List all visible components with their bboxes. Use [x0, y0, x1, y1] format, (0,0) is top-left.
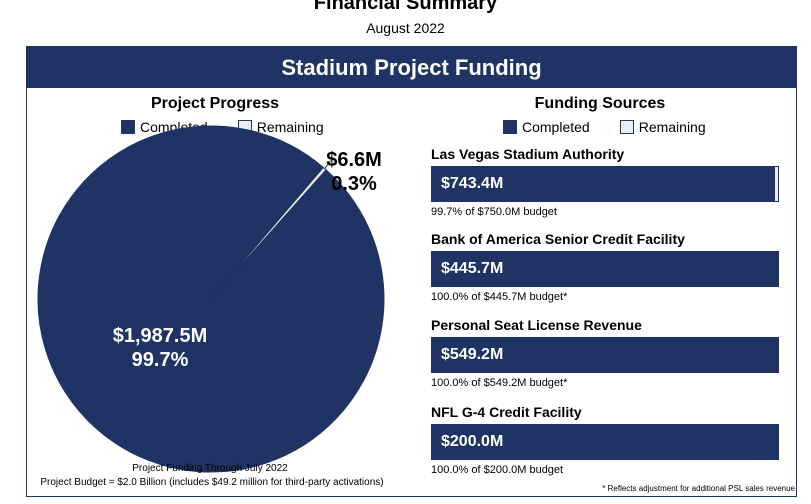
funding-bar-value: $549.2M — [441, 346, 504, 363]
funding-bar-track: $743.4M — [431, 166, 779, 202]
pie-caption: Project Funding Through July 2022 — [132, 463, 288, 474]
pie-chart-title: Project Progress — [150, 95, 280, 112]
legend-remaining-label: Remaining — [256, 119, 324, 135]
remaining-slice-label: $6.6M 0.3% — [300, 148, 408, 196]
funding-bar-value: $743.4M — [441, 175, 504, 192]
legend-completed-swatch — [121, 120, 135, 134]
funding-budget-note: 100.0% of $445.7M budget* — [431, 291, 568, 303]
remaining-slice-percent: 0.3% — [331, 173, 377, 195]
funding-budget-note: 100.0% of $200.0M budget — [431, 464, 564, 476]
pie-footnote: Project Budget = $2.0 Billion (includes … — [40, 477, 384, 488]
funding-bar-track: $549.2M — [431, 337, 779, 373]
funding-bar-track: $200.0M — [431, 424, 779, 460]
funding-bar-value: $200.0M — [441, 433, 504, 450]
bar-legend-completed-label: Completed — [522, 119, 590, 135]
pie-slice-remaining — [210, 166, 327, 300]
remaining-slice-value: $6.6M — [326, 149, 382, 171]
remaining-slice-leader-line — [324, 160, 332, 169]
bar-legend: Completed Remaining — [503, 119, 706, 135]
completed-slice-percent: 99.7% — [131, 349, 189, 371]
completed-slice-label: $1,987.5M 99.7% — [90, 324, 230, 372]
funding-bar-track: $445.7M — [431, 251, 779, 287]
funding-bar-completed — [432, 252, 778, 286]
report-title: Financial Summary — [313, 0, 498, 14]
funding-bar-completed — [432, 425, 778, 459]
funding-source-name: Las Vegas Stadium Authority — [431, 146, 625, 162]
funding-budget-note: 100.0% of $549.2M budget* — [431, 377, 568, 389]
bar-legend-remaining-label: Remaining — [638, 119, 706, 135]
funding-bar-value: $445.7M — [441, 260, 504, 277]
report-date: August 2022 — [366, 20, 445, 36]
pie-legend: Completed Remaining — [121, 119, 324, 135]
funding-source-name: Personal Seat License Revenue — [431, 317, 642, 333]
panel-banner: Stadium Project Funding — [26, 46, 797, 88]
funding-bar-completed — [432, 338, 778, 372]
psl-footnote: * Reflects adjustment for additional PSL… — [602, 484, 795, 493]
completed-slice-value: $1,987.5M — [112, 325, 208, 347]
funding-source-name: NFL G-4 Credit Facility — [431, 404, 582, 420]
funding-bar-completed — [432, 167, 775, 201]
bar-legend-completed-swatch — [503, 120, 517, 134]
funding-source-name: Bank of America Senior Credit Facility — [431, 231, 685, 247]
funding-budget-note: 99.7% of $750.0M budget — [431, 206, 557, 218]
bar-chart-title: Funding Sources — [534, 95, 666, 112]
pie-slice-completed — [37, 125, 385, 473]
bar-legend-remaining-swatch — [619, 120, 634, 134]
